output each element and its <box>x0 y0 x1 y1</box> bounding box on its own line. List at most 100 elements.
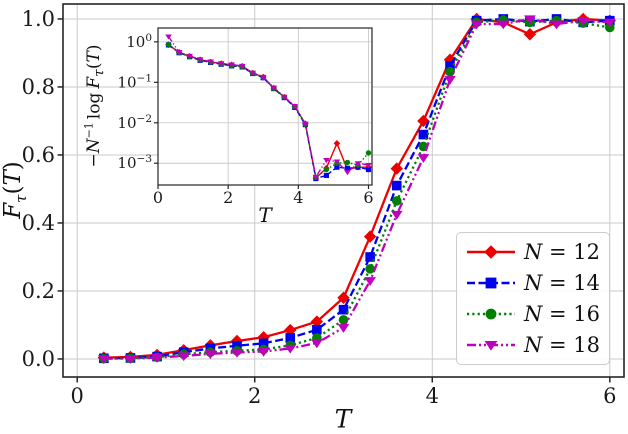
legend-item: N = 12 <box>466 240 600 264</box>
triangle-down-marker <box>207 59 214 65</box>
circle-marker <box>445 66 455 77</box>
triangle-down-marker <box>228 62 235 68</box>
triangle-down-marker <box>470 20 483 30</box>
triangle-down-marker <box>284 344 297 354</box>
legend-label: N = 14 <box>523 270 600 295</box>
main-x-tick-label: 2 <box>248 384 261 408</box>
legend-line-sample <box>467 308 515 320</box>
square-marker <box>445 61 455 71</box>
triangle-down-marker <box>312 174 320 180</box>
legend-item: N = 14 <box>466 271 600 295</box>
inset: 0 2 4 6 100 10−1 10−2 10−3 <box>117 27 374 207</box>
main-y-tick-label: 0.6 <box>22 143 55 167</box>
square-marker <box>365 252 375 262</box>
inset-x-tick-label: 4 <box>293 188 303 207</box>
circle-marker <box>485 308 497 320</box>
main-x-axis-label: T <box>334 404 352 434</box>
triangle-down-marker <box>302 121 309 127</box>
legend-label: N = 12 <box>523 239 600 264</box>
triangle-down-marker <box>124 355 137 364</box>
circle-marker <box>391 196 402 206</box>
triangle-down-marker <box>577 17 589 26</box>
inset-x-axis-label: T <box>258 203 272 227</box>
legend-line-sample <box>467 244 515 259</box>
legend-item: N = 16 <box>466 302 600 326</box>
main-y-tick-label: 1.0 <box>22 7 55 31</box>
diamond-marker <box>337 291 350 304</box>
circle-marker <box>323 166 330 173</box>
legend-line-sample <box>467 341 515 352</box>
diamond-marker <box>333 140 341 147</box>
main-y-tick-label: 0.0 <box>22 347 55 371</box>
triangle-down-marker <box>390 210 403 220</box>
triangle-down-marker <box>364 277 376 286</box>
triangle-down-marker <box>444 75 456 85</box>
triangle-down-marker <box>604 18 616 28</box>
series-line <box>103 17 610 360</box>
inset-x-tick-label: 6 <box>363 188 373 207</box>
triangle-down-marker <box>186 53 193 59</box>
main-series-N=18 <box>98 15 616 364</box>
square-marker <box>323 172 329 179</box>
square-marker <box>312 324 322 335</box>
triangle-down-marker <box>238 63 246 69</box>
inset-series-N=18 <box>165 34 372 180</box>
diamond-marker <box>363 230 377 243</box>
triangle-down-marker <box>524 15 536 25</box>
legend: N = 12 N = 14 N = 16 N = 18 <box>456 232 610 365</box>
inset-y-tick-label: 100 <box>126 32 152 51</box>
square-marker <box>391 180 402 191</box>
triangle-down-marker <box>311 339 323 349</box>
inset-x-tick-label: 2 <box>223 188 233 207</box>
triangle-down-marker <box>344 170 351 176</box>
main-x-tick-label: 0 <box>71 384 84 408</box>
inset-y-tick-label: 10−2 <box>117 113 152 132</box>
triangle-down-marker <box>98 355 110 364</box>
square-marker <box>485 277 497 289</box>
square-marker <box>344 165 351 171</box>
diamond-marker <box>523 28 537 41</box>
triangle-down-marker <box>354 161 362 167</box>
triangle-down-marker <box>484 341 498 352</box>
triangle-down-marker <box>497 20 510 30</box>
square-marker <box>285 333 296 343</box>
diamond-marker <box>310 315 324 328</box>
triangle-down-marker <box>165 34 172 40</box>
triangle-down-marker <box>249 70 257 76</box>
main-axes: 0 2 4 6 0.0 0.2 0.4 0.6 0.8 1.0 <box>22 3 625 408</box>
triangle-down-marker <box>550 20 563 30</box>
triangle-down-marker <box>365 163 372 169</box>
triangle-down-marker <box>231 348 243 358</box>
main-y-tick-label: 0.4 <box>22 211 55 235</box>
diamond-marker <box>484 244 498 259</box>
square-marker <box>338 304 349 315</box>
main-y-tick-label: 0.2 <box>22 279 55 303</box>
triangle-down-marker <box>151 354 163 363</box>
legend-label: N = 18 <box>523 333 600 358</box>
triangle-down-marker <box>291 103 299 109</box>
circle-marker <box>344 159 351 166</box>
series-line <box>167 36 369 179</box>
square-marker <box>334 164 340 170</box>
inset-y-tick-label: 10−1 <box>117 72 152 91</box>
triangle-down-marker <box>333 159 341 165</box>
triangle-down-marker <box>204 350 217 360</box>
square-marker <box>258 338 269 349</box>
main-x-tick-label: 6 <box>603 384 616 408</box>
main-y-axis-label: Fτ(T) <box>0 161 30 219</box>
circle-marker <box>365 264 375 274</box>
triangle-down-marker <box>259 74 267 80</box>
inset-y-tick-label: 10−3 <box>117 153 152 172</box>
legend-line-sample <box>467 277 515 289</box>
legend-item: N = 18 <box>466 333 600 357</box>
main-x-tick-label: 4 <box>426 384 439 408</box>
circle-marker <box>165 41 172 48</box>
circle-marker <box>365 150 372 156</box>
square-marker <box>232 340 242 351</box>
triangle-down-marker <box>217 61 225 67</box>
legend-label: N = 16 <box>523 302 600 327</box>
diamond-marker <box>390 162 403 175</box>
main-y-tick-label: 0.8 <box>22 75 55 99</box>
square-marker <box>365 166 372 173</box>
